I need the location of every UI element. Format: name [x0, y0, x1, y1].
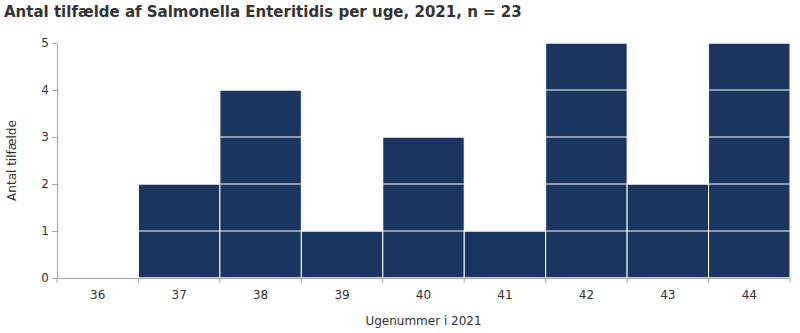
- y-axis-title: Antal tilfælde: [5, 120, 19, 201]
- plot: 0 1 2 3 4 5 36 37 38 39 40 41 42 43 44: [41, 36, 790, 301]
- y-tick: 5: [41, 36, 57, 50]
- y-tick: 3: [41, 130, 57, 144]
- x-separator: [219, 278, 220, 283]
- x-separator: [138, 278, 139, 283]
- chart: Antal tilfælde af Salmonella Enteritidis…: [0, 0, 800, 333]
- y-tick-label: 4: [41, 83, 49, 97]
- x-separator: [464, 278, 465, 283]
- y-tick-label: 3: [41, 130, 49, 144]
- grid-line: [57, 137, 790, 138]
- y-tick: 2: [41, 177, 57, 191]
- y-axis: 0 1 2 3 4 5: [41, 36, 57, 285]
- x-separator: [708, 278, 709, 283]
- x-tick: 36: [90, 278, 105, 302]
- x-tick: 37: [172, 278, 187, 302]
- x-separator: [545, 278, 546, 283]
- x-axis-line: [58, 278, 791, 279]
- y-tick: 4: [41, 83, 57, 97]
- plot-area: [57, 43, 790, 278]
- y-tick-label: 0: [41, 271, 49, 285]
- x-tick-label: 41: [497, 288, 512, 302]
- x-tick-label: 36: [90, 288, 105, 302]
- x-tick: 43: [660, 278, 675, 302]
- x-tick-label: 44: [742, 288, 757, 302]
- x-separator: [382, 278, 383, 283]
- grid-line: [57, 90, 790, 91]
- grid-line: [57, 231, 790, 232]
- x-tick-label: 43: [660, 288, 675, 302]
- x-tick: 38: [253, 278, 268, 302]
- grid-line: [57, 43, 790, 44]
- x-tick-label: 37: [172, 288, 187, 302]
- title: Antal tilfælde af Salmonella Enteritidis…: [4, 3, 522, 21]
- x-tick-label: 39: [334, 288, 349, 302]
- x-tick: 39: [334, 278, 349, 302]
- x-tick-label: 38: [253, 288, 268, 302]
- x-separator: [57, 278, 58, 283]
- y-tick-mark: [52, 184, 57, 185]
- x-tick: 42: [579, 278, 594, 302]
- bar: [383, 137, 464, 278]
- y-tick-mark: [52, 43, 57, 44]
- x-tick: 40: [416, 278, 431, 302]
- y-axis-line: [57, 44, 58, 279]
- bar: [301, 231, 382, 278]
- x-tick: 41: [497, 278, 512, 302]
- grid-line: [57, 184, 790, 185]
- y-tick: 1: [41, 224, 57, 238]
- x-axis: 36 37 38 39 40 41 42 43 44: [57, 278, 791, 302]
- bar: [709, 43, 790, 278]
- x-axis-title: Ugenummer i 2021: [365, 314, 481, 328]
- grid-line: [57, 278, 790, 279]
- y-tick-label: 2: [41, 177, 49, 191]
- y-tick-mark: [52, 90, 57, 91]
- y-tick-label: 1: [41, 224, 49, 238]
- x-tick-label: 40: [416, 288, 431, 302]
- x-tick-label: 42: [579, 288, 594, 302]
- bar: [546, 43, 627, 278]
- x-separator: [301, 278, 302, 283]
- y-tick: 0: [41, 271, 57, 285]
- x-tick: 44: [742, 278, 757, 302]
- x-separator: [627, 278, 628, 283]
- y-tick-mark: [52, 231, 57, 232]
- y-tick-mark: [52, 137, 57, 138]
- bar: [464, 231, 545, 278]
- x-separator: [790, 278, 791, 283]
- y-tick-label: 5: [41, 36, 49, 50]
- y-tick-mark: [52, 278, 57, 279]
